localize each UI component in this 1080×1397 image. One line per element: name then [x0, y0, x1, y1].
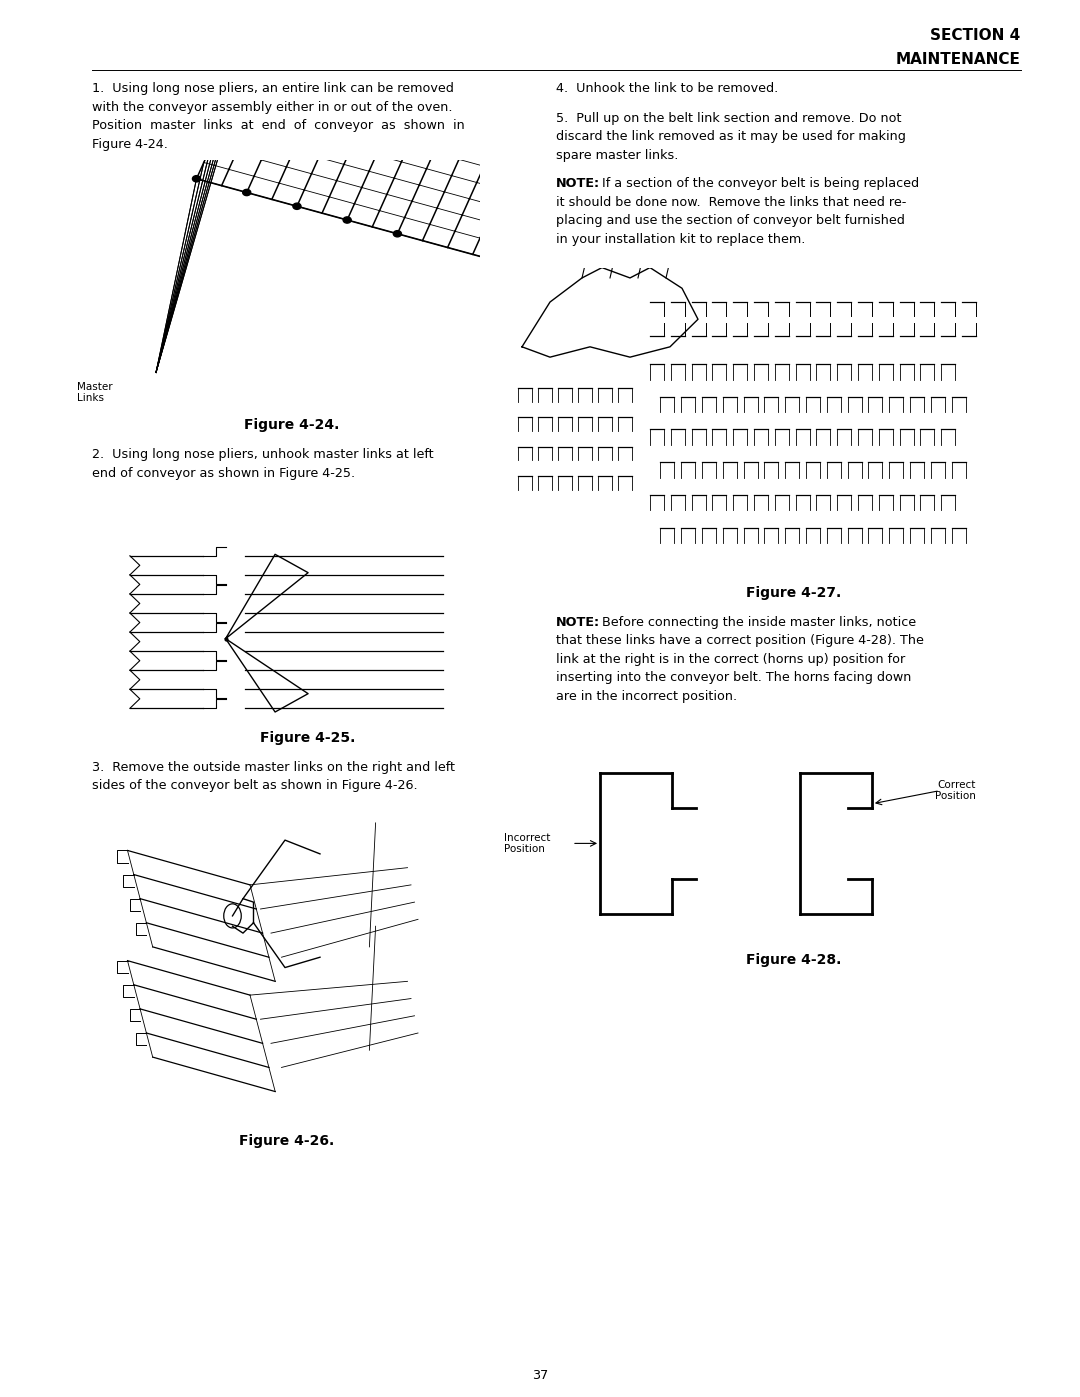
Text: NOTE:: NOTE: — [556, 616, 600, 629]
Text: Figure 4-25.: Figure 4-25. — [260, 731, 355, 745]
Text: link at the right is in the correct (horns up) position for: link at the right is in the correct (hor… — [556, 652, 905, 665]
Text: SECTION 4: SECTION 4 — [930, 28, 1021, 43]
Text: in your installation kit to replace them.: in your installation kit to replace them… — [556, 232, 806, 246]
Circle shape — [343, 217, 351, 224]
Circle shape — [192, 176, 201, 182]
Text: Incorrect
Position: Incorrect Position — [504, 833, 551, 854]
Text: that these links have a correct position (Figure 4-28). The: that these links have a correct position… — [556, 634, 924, 647]
Text: Figure 4-24.: Figure 4-24. — [92, 137, 167, 151]
Text: NOTE:: NOTE: — [556, 177, 600, 190]
Text: Figure 4-24.: Figure 4-24. — [244, 418, 339, 432]
Text: inserting into the conveyor belt. The horns facing down: inserting into the conveyor belt. The ho… — [556, 671, 912, 685]
Text: Figure 4-26.: Figure 4-26. — [239, 1134, 334, 1148]
Text: it should be done now.  Remove the links that need re-: it should be done now. Remove the links … — [556, 196, 906, 208]
Text: Figure 4-27.: Figure 4-27. — [746, 585, 841, 599]
Text: end of conveyor as shown in Figure 4-25.: end of conveyor as shown in Figure 4-25. — [92, 467, 355, 479]
Circle shape — [293, 203, 301, 210]
Text: 3.  Remove the outside master links on the right and left: 3. Remove the outside master links on th… — [92, 761, 455, 774]
Circle shape — [243, 190, 251, 196]
Text: 37: 37 — [531, 1369, 549, 1382]
Circle shape — [393, 231, 402, 237]
Text: Before connecting the inside master links, notice: Before connecting the inside master link… — [598, 616, 916, 629]
Text: discard the link removed as it may be used for making: discard the link removed as it may be us… — [556, 130, 906, 142]
Text: Position  master  links  at  end  of  conveyor  as  shown  in: Position master links at end of conveyor… — [92, 119, 464, 131]
Text: 4.  Unhook the link to be removed.: 4. Unhook the link to be removed. — [556, 82, 779, 95]
Text: Correct
Position: Correct Position — [935, 780, 976, 802]
Text: sides of the conveyor belt as shown in Figure 4-26.: sides of the conveyor belt as shown in F… — [92, 780, 418, 792]
Text: spare master links.: spare master links. — [556, 148, 678, 162]
Text: If a section of the conveyor belt is being replaced: If a section of the conveyor belt is bei… — [598, 177, 919, 190]
Text: Master
Links: Master Links — [77, 381, 112, 404]
Text: 2.  Using long nose pliers, unhook master links at left: 2. Using long nose pliers, unhook master… — [92, 448, 433, 461]
Text: placing and use the section of conveyor belt furnished: placing and use the section of conveyor … — [556, 214, 905, 228]
Text: 5.  Pull up on the belt link section and remove. Do not: 5. Pull up on the belt link section and … — [556, 112, 902, 124]
Text: 1.  Using long nose pliers, an entire link can be removed: 1. Using long nose pliers, an entire lin… — [92, 82, 454, 95]
Text: with the conveyor assembly either in or out of the oven.: with the conveyor assembly either in or … — [92, 101, 453, 113]
Text: are in the incorrect position.: are in the incorrect position. — [556, 690, 738, 703]
Text: MAINTENANCE: MAINTENANCE — [895, 52, 1021, 67]
Text: Figure 4-28.: Figure 4-28. — [746, 953, 841, 967]
